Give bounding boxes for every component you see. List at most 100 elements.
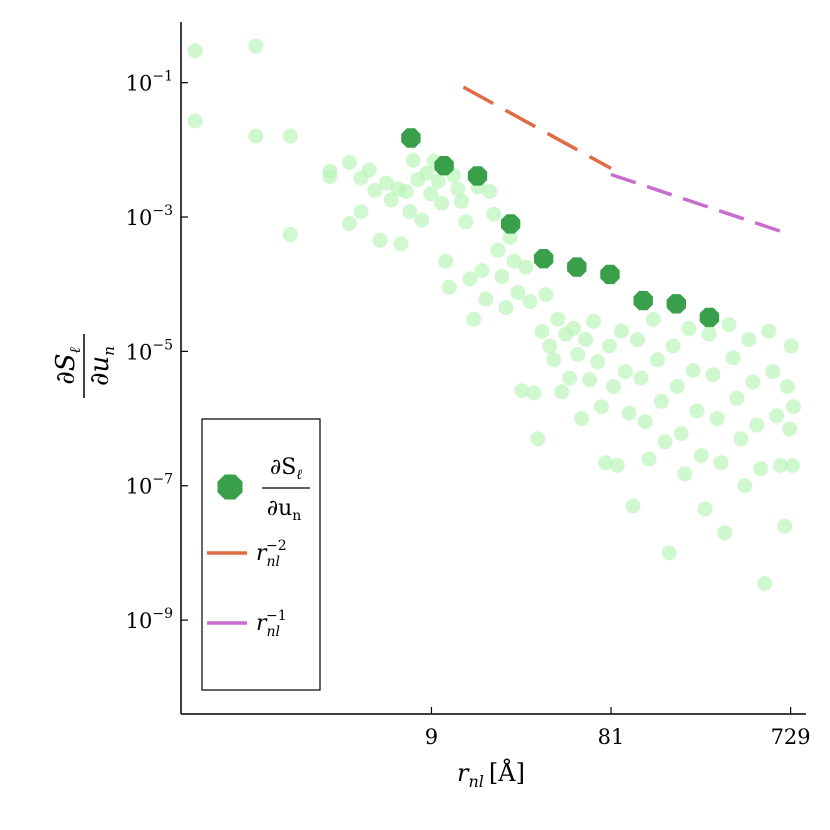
mean-marker — [500, 214, 521, 234]
legend: ∂Sℓ∂un rnl−2 rnl−1 — [201, 418, 321, 691]
reference-line-1 — [462, 85, 612, 170]
scatter-point — [685, 363, 701, 378]
mean-marker — [533, 249, 554, 269]
scatter-point — [677, 466, 693, 482]
scatter-point — [187, 113, 203, 129]
mean-marker — [699, 307, 720, 328]
scatter-point — [673, 426, 689, 441]
scatter-point — [187, 43, 203, 59]
mean-markers — [401, 128, 720, 328]
scatter-point — [630, 332, 645, 347]
scatter-point — [602, 338, 617, 354]
scatter-point — [713, 455, 729, 471]
scatter-point — [538, 287, 554, 303]
scatter-point — [786, 399, 801, 415]
legend-entry-r-minus-1: rnl−1 — [207, 608, 287, 640]
scatter-point — [779, 379, 795, 394]
scatter-point — [613, 323, 629, 339]
scatter-point — [717, 525, 733, 541]
scatter-point — [689, 403, 705, 419]
scatter-point — [367, 182, 383, 198]
scatter-point — [550, 311, 566, 327]
scatter-point — [637, 414, 653, 430]
scatter-point — [769, 408, 785, 424]
scatter-point — [393, 236, 409, 252]
y-tick-label: 10−3 — [126, 203, 173, 230]
scatter-point — [402, 204, 418, 220]
scatter-point — [361, 162, 377, 178]
scatter-point — [372, 232, 388, 248]
scatter-point — [741, 332, 757, 347]
y-tick-label: 10−5 — [126, 337, 173, 364]
scatter-point — [609, 458, 625, 473]
scatter-point — [474, 263, 490, 278]
scatter-point — [733, 431, 749, 447]
scatter-point — [661, 545, 677, 561]
scatter-point — [633, 370, 649, 386]
legend-label: rnl−1 — [256, 608, 287, 640]
scatter-point — [506, 253, 522, 269]
legend-entry-r-minus-2: rnl−2 — [207, 538, 287, 570]
scatter-point — [693, 448, 709, 464]
scatter-point — [542, 338, 558, 354]
scatter-point — [458, 214, 474, 230]
reference-line-2 — [610, 172, 784, 234]
scatter-point — [414, 212, 430, 228]
scatter-point — [645, 311, 661, 327]
scatter-point — [383, 192, 399, 208]
mean-marker — [666, 294, 686, 314]
scatter-point — [784, 458, 800, 473]
scatter-point — [494, 269, 510, 284]
scatter-point — [530, 431, 546, 447]
reference-lines — [462, 85, 784, 234]
scatter-point — [705, 367, 721, 383]
scatter-point — [749, 417, 765, 433]
scatter-point — [765, 364, 781, 380]
scatter-point — [681, 320, 697, 336]
scatter-point — [490, 242, 506, 258]
y-tick-label: 10−7 — [126, 472, 173, 499]
scatter-point — [514, 383, 530, 399]
scatter-point — [398, 184, 414, 199]
scatter-point — [438, 253, 454, 269]
scatter-point — [665, 338, 681, 354]
scatter-point — [650, 352, 665, 368]
legend-marker — [217, 474, 243, 500]
scatter-point — [423, 186, 439, 202]
y-axis-label: ∂Sℓ ∂un — [51, 334, 118, 398]
scatter-point — [562, 370, 578, 386]
scatter-point — [534, 323, 550, 339]
svg-text:rnl[Å]: rnl [Å] — [457, 758, 525, 791]
x-ticks: 9 81 729 — [425, 707, 811, 749]
scatter-point — [441, 279, 457, 295]
svg-text:∂Sℓ: ∂Sℓ — [51, 347, 84, 385]
y-tick-label: 10−9 — [126, 606, 173, 633]
scatter-point — [482, 184, 498, 199]
scatter-point — [625, 498, 641, 514]
x-tick-label: 81 — [598, 725, 625, 749]
scatter-point — [773, 458, 789, 473]
scatter-point — [522, 294, 538, 310]
scatter-point — [594, 399, 609, 415]
legend-label: rnl−2 — [256, 538, 287, 570]
mean-marker — [401, 128, 421, 148]
scatter-point — [653, 393, 669, 409]
scatter-point — [518, 259, 534, 275]
scatter-point — [353, 204, 369, 220]
x-tick-label: 9 — [425, 725, 438, 749]
scatter-point — [745, 374, 761, 390]
scatter-point — [554, 384, 570, 400]
scatter-point — [379, 175, 395, 191]
scatter-point — [669, 379, 685, 394]
scatter-point — [282, 227, 298, 242]
scatter-point — [753, 461, 769, 477]
scatter-point — [466, 311, 482, 327]
scatter-point — [721, 317, 737, 333]
scatter-point — [657, 434, 673, 450]
scatter-point — [725, 350, 741, 366]
scatter-point — [582, 372, 598, 388]
svg-text:∂un: ∂un — [85, 346, 118, 386]
scatter-point — [282, 128, 298, 144]
scatter-point — [621, 405, 637, 421]
scatter-point — [510, 285, 526, 301]
